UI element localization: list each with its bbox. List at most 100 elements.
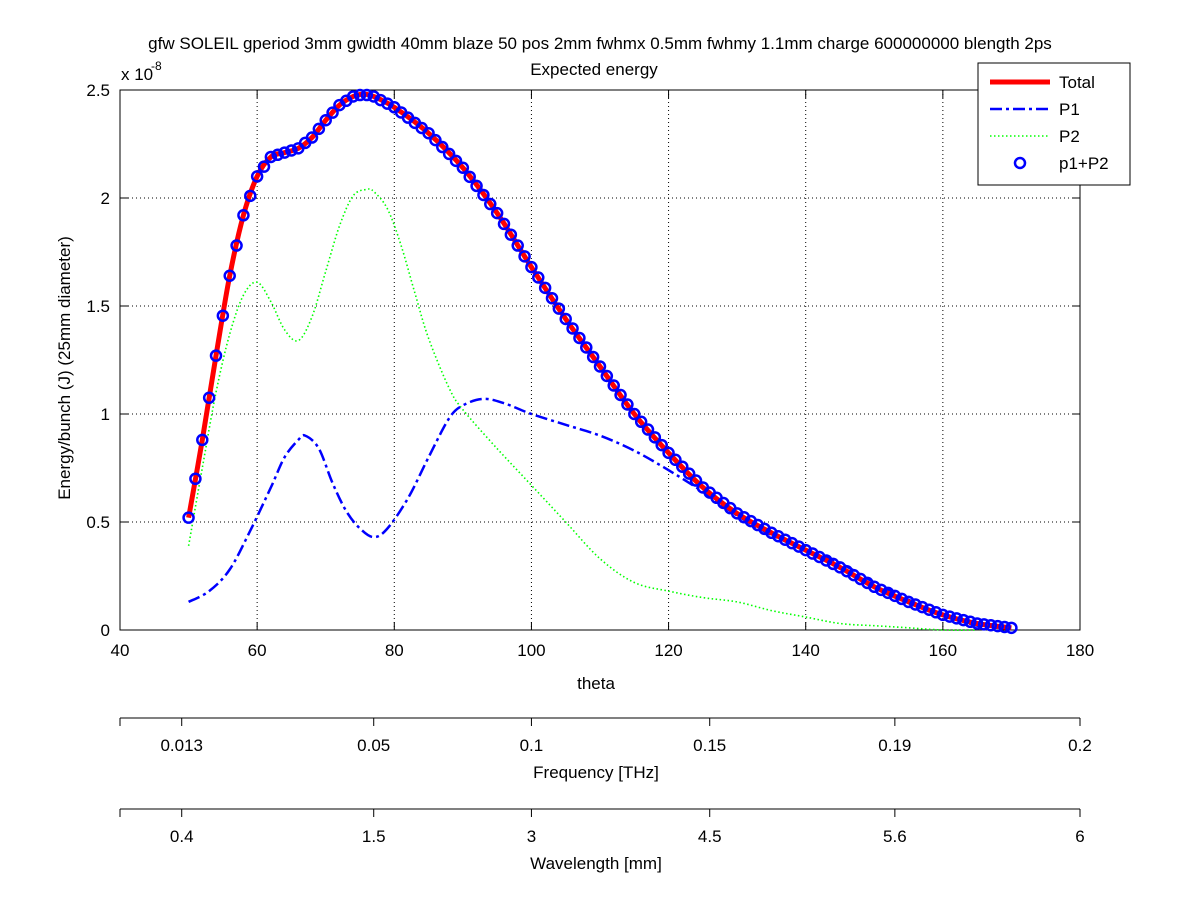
marker-p1-plus-p2: [586, 350, 600, 364]
marker-p1-plus-p2: [628, 407, 641, 421]
secondary-axis-tick-label: 3: [527, 827, 536, 846]
x-axis-label: theta: [577, 674, 615, 693]
secondary-axis-tick-label: 0.1: [520, 736, 544, 755]
secondary-axis-tick-label: 0.15: [693, 736, 726, 755]
marker-p1-plus-p2: [593, 360, 607, 373]
marker-p1-plus-p2: [470, 179, 483, 193]
marker-p1-plus-p2: [641, 423, 655, 436]
grid: [120, 90, 1080, 630]
legend-label: p1+P2: [1059, 154, 1109, 173]
marker-p1-plus-p2: [278, 146, 291, 159]
marker-p1-plus-p2: [449, 154, 463, 168]
marker-p1-plus-p2: [250, 170, 264, 183]
x-tick-label: 100: [517, 641, 545, 660]
marker-p1-plus-p2: [504, 228, 518, 241]
series-p1-line: [188, 397, 998, 630]
marker-p1-plus-p2: [202, 391, 216, 405]
marker-p1-plus-p2: [916, 600, 929, 614]
marker-p1-plus-p2: [463, 170, 476, 184]
marker-p1-plus-p2: [998, 620, 1011, 634]
marker-p1-plus-p2: [442, 147, 456, 161]
marker-p1-plus-p2: [600, 369, 614, 383]
marker-p1-plus-p2: [490, 206, 504, 220]
marker-p1-plus-p2: [943, 610, 956, 623]
y-tick-label: 2.5: [86, 81, 110, 100]
marker-p1-plus-p2: [257, 160, 271, 173]
y-exponent-base: x 10: [121, 65, 153, 84]
marker-p1-plus-p2: [676, 460, 689, 473]
marker-p1-plus-p2: [936, 608, 950, 622]
marker-p1-plus-p2: [456, 161, 470, 175]
marker-p1-plus-p2: [353, 88, 367, 102]
marker-p1-plus-p2: [648, 431, 662, 444]
secondary-axis-tick-label: 1.5: [362, 827, 386, 846]
x-tick-label: 60: [248, 641, 267, 660]
marker-p1-plus-p2: [895, 592, 908, 606]
legend-label: Total: [1059, 73, 1095, 92]
marker-p1-plus-p2: [312, 122, 326, 136]
marker-p1-plus-p2: [573, 331, 586, 345]
marker-p1-plus-p2: [977, 618, 991, 631]
marker-p1-plus-p2: [429, 133, 442, 147]
marker-p1-plus-p2: [319, 113, 332, 127]
legend: Total P1 P2 p1+P2: [977, 62, 1131, 186]
legend-swatch-marker: [1013, 156, 1027, 170]
y-exponent-power: -8: [151, 59, 162, 73]
marker-p1-plus-p2: [888, 589, 902, 603]
secondary-axis-tick-label: 0.2: [1068, 736, 1092, 755]
marker-p1-plus-p2: [868, 580, 881, 594]
marker-p1-plus-p2: [237, 209, 250, 222]
y-tick-label: 0.5: [86, 513, 110, 532]
marker-p1-plus-p2: [655, 438, 668, 452]
marker-p1-plus-p2: [559, 312, 572, 326]
marker-p1-plus-p2: [545, 291, 559, 305]
marker-p1-plus-p2: [607, 379, 620, 392]
marker-p1-plus-p2: [957, 613, 970, 627]
series-p2-line: [187, 188, 978, 631]
secondary-axis-tick-label: 0.05: [357, 736, 390, 755]
y-exponent-label: x 10 -8: [121, 59, 162, 84]
y-tick-label: 1: [101, 405, 110, 424]
marker-p1-plus-p2: [614, 388, 627, 402]
marker-p1-plus-p2: [326, 106, 339, 119]
legend-label: P1: [1059, 100, 1080, 119]
marker-p1-plus-p2: [271, 148, 284, 162]
y-tick-label: 2: [101, 189, 110, 208]
legend-label: P2: [1059, 127, 1080, 146]
x-tick-label: 80: [385, 641, 404, 660]
marker-p1-plus-p2: [909, 598, 922, 611]
y-tick-label: 1.5: [86, 297, 110, 316]
marker-p1-plus-p2: [984, 618, 998, 632]
marker-p1-plus-p2: [525, 260, 538, 274]
marker-p1-plus-p2: [285, 144, 298, 157]
marker-p1-plus-p2: [991, 619, 1004, 633]
marker-p1-plus-p2: [929, 606, 943, 619]
marker-p1-plus-p2: [621, 398, 634, 411]
chart-title: gfw SOLEIL gperiod 3mm gwidth 40mm blaze…: [148, 34, 1052, 53]
marker-p1-plus-p2: [902, 595, 915, 609]
marker-p1-plus-p2: [566, 322, 579, 335]
marker-p1-plus-p2: [662, 446, 675, 460]
marker-p1-plus-p2: [1005, 621, 1018, 635]
marker-p1-plus-p2: [223, 269, 236, 283]
marker-p1-plus-p2: [874, 583, 888, 597]
marker-p1-plus-p2: [922, 603, 936, 616]
marker-p1-plus-p2: [305, 131, 319, 144]
marker-p1-plus-p2: [230, 239, 243, 252]
marker-p1-plus-p2: [950, 612, 963, 625]
marker-p1-plus-p2: [689, 474, 703, 487]
secondary-axis-tick-label: 0.19: [878, 736, 911, 755]
marker-p1-plus-p2: [970, 617, 984, 630]
chart-subtitle: Expected energy: [530, 60, 658, 79]
marker-p1-plus-p2: [518, 250, 531, 263]
x-tick-label: 160: [929, 641, 957, 660]
series-total-line: [186, 91, 1012, 631]
marker-p1-plus-p2: [196, 433, 209, 447]
marker-p1-plus-p2: [436, 140, 449, 154]
x-tick-label: 40: [111, 641, 130, 660]
series-layer: [182, 88, 1018, 635]
marker-p1-plus-p2: [511, 239, 524, 252]
marker-p1-plus-p2: [182, 511, 195, 524]
marker-p1-plus-p2: [216, 309, 230, 322]
